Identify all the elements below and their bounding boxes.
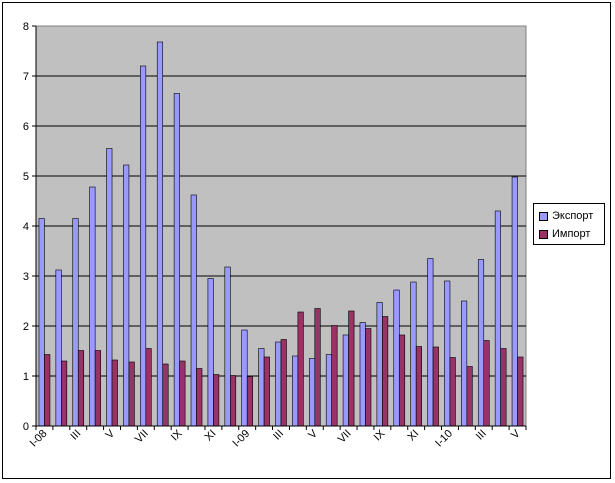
bar-import (128, 361, 135, 427)
legend-item-import: Импорт (539, 227, 590, 241)
bar-export (410, 281, 417, 427)
bar-export (494, 210, 501, 427)
bar-export (376, 302, 383, 427)
bar-import (415, 346, 422, 427)
y-tick-label: 8 (23, 21, 29, 33)
bar-import (432, 346, 439, 427)
bar-import (449, 357, 456, 427)
bar-import (297, 311, 304, 427)
legend-item-export: Экспорт (539, 209, 593, 223)
y-axis-ticks: 0 1 2 3 4 5 6 7 8 (23, 21, 36, 433)
bar-import (44, 354, 51, 427)
bar-export (190, 194, 197, 427)
bar-export (393, 289, 400, 427)
bar-import (382, 316, 389, 427)
bar-export (89, 186, 96, 427)
bar-import (483, 340, 490, 427)
bar-export (308, 358, 316, 427)
bar-import (314, 308, 321, 427)
bar-export (123, 164, 130, 427)
bar-import (466, 366, 473, 427)
bar-export (207, 278, 214, 427)
bar-export (444, 280, 451, 427)
x-axis-ticks: I-08 III V VII IX XI I-09 III V VII IX XI I-10 III V (28, 426, 527, 450)
x-tick-label: I-08 (28, 428, 50, 450)
bar-export (461, 300, 468, 427)
bar-export (38, 218, 45, 427)
bar-import (61, 360, 68, 427)
x-tick-label: I-10 (433, 428, 455, 450)
bar-export (241, 329, 248, 427)
bar-export (325, 354, 332, 427)
bar-export (156, 41, 164, 427)
x-tick-label: XI (203, 428, 219, 444)
bar-import (365, 328, 372, 427)
bar-import (77, 350, 85, 427)
bar-import (179, 360, 186, 427)
bar-export (106, 148, 113, 427)
gridlines (36, 75, 526, 377)
x-tick-label: V (103, 427, 117, 441)
bar-import (145, 348, 152, 427)
bar-import (517, 356, 524, 427)
bar-export (511, 176, 518, 427)
bar-export (477, 259, 485, 427)
bar-export (140, 65, 147, 427)
bar-export (258, 348, 265, 427)
bar-import (500, 348, 507, 427)
legend-swatch-export (539, 211, 548, 221)
y-tick-label: 7 (23, 71, 29, 83)
bar-export (72, 218, 79, 427)
x-tick-label: XI (405, 428, 421, 444)
y-tick-label: 4 (23, 221, 29, 233)
y-tick-label: 1 (23, 371, 29, 383)
bar-import (348, 310, 355, 427)
bar-import (331, 325, 338, 427)
bar-import (280, 339, 287, 427)
bar-import (196, 368, 203, 427)
bar-export (359, 322, 366, 427)
x-tick-label: I-09 (230, 428, 252, 450)
x-tick-label: VII (133, 428, 151, 446)
x-tick-label: III (68, 428, 83, 443)
y-tick-label: 3 (23, 271, 29, 283)
bar-import (94, 350, 101, 427)
x-tick-label: V (509, 427, 523, 441)
y-tick-label: 2 (23, 321, 29, 333)
x-tick-label: III (271, 428, 286, 443)
y-tick-label: 5 (23, 171, 29, 183)
legend-label-export: Экспорт (552, 210, 594, 222)
bar-export (55, 269, 62, 427)
y-tick-label: 0 (23, 421, 29, 433)
bar-export (292, 355, 299, 427)
bar-export (173, 93, 180, 427)
bar-import (263, 356, 270, 427)
bar-import (230, 375, 237, 427)
bar-export (275, 341, 282, 427)
bar-export (427, 258, 434, 427)
bar-import (246, 376, 254, 427)
bar-export (342, 334, 349, 427)
y-tick-label: 6 (23, 121, 29, 133)
bar-import (111, 359, 118, 427)
bar-import (398, 334, 406, 427)
legend: Экспорт Импорт (533, 203, 605, 245)
x-tick-label: V (306, 427, 320, 441)
legend-label-import: Импорт (552, 228, 591, 240)
x-tick-label: III (474, 428, 489, 443)
x-tick-label: VII (336, 428, 354, 446)
bar-export (224, 266, 231, 427)
bar-import (162, 363, 169, 427)
bar-import (213, 374, 220, 427)
bars (38, 41, 524, 427)
legend-swatch-import (539, 229, 548, 239)
